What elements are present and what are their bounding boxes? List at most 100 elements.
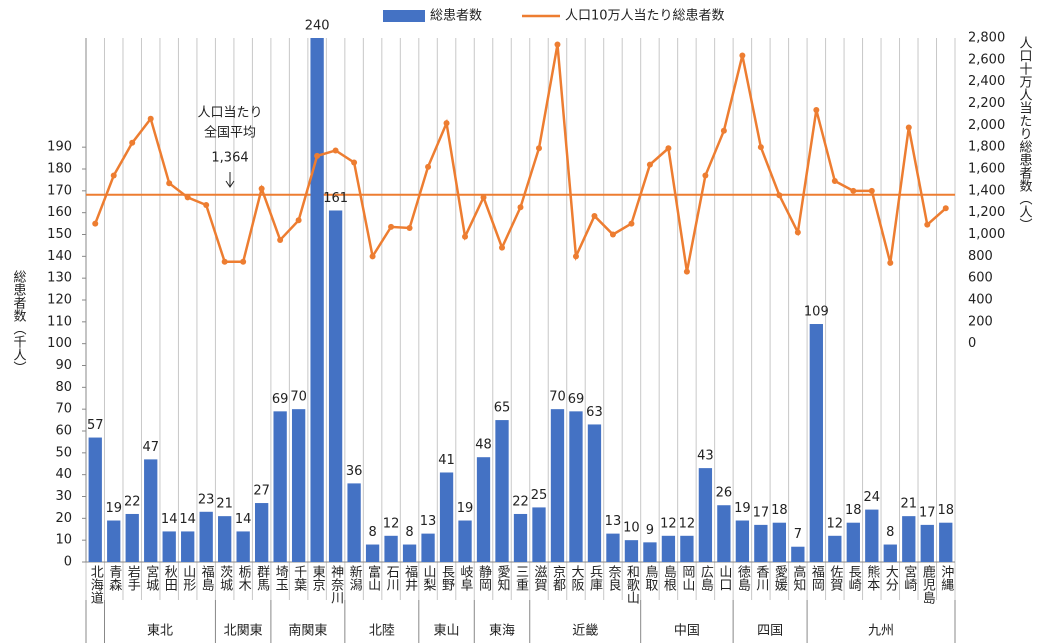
- bar: [162, 531, 176, 562]
- data-label: 65: [494, 401, 511, 416]
- group-label: 北陸: [369, 623, 395, 639]
- y-axis-label: 総患者数（千人）: [11, 270, 27, 374]
- x-tick-label: 岐阜: [458, 565, 474, 591]
- data-label: 19: [105, 501, 122, 516]
- y-tick-label: 140: [47, 249, 72, 264]
- line-marker: [443, 120, 450, 127]
- y2-tick-label: 0: [968, 336, 976, 351]
- x-tick-label: 岩手: [125, 565, 141, 591]
- data-label: 63: [586, 405, 603, 420]
- data-label: 19: [734, 501, 751, 516]
- line-marker: [776, 192, 783, 199]
- line-marker: [184, 194, 191, 201]
- bar: [569, 411, 583, 562]
- data-label: 18: [771, 503, 788, 518]
- data-label: 57: [87, 418, 104, 433]
- data-label: 13: [420, 514, 437, 529]
- line-marker: [517, 204, 524, 211]
- x-tick-label: 福井: [402, 565, 418, 592]
- x-tick-label: 京都: [550, 565, 566, 591]
- data-label: 21: [901, 497, 918, 512]
- y2-tick-label: 2,600: [968, 52, 1005, 67]
- x-tick-label: 神奈川: [328, 565, 344, 604]
- bar: [476, 457, 491, 562]
- line-marker: [240, 258, 247, 265]
- bar: [717, 505, 731, 562]
- data-label: 12: [827, 516, 844, 531]
- line-marker: [277, 236, 284, 243]
- bar: [144, 459, 158, 562]
- x-tick-label: 青森: [106, 565, 122, 591]
- y-tick-label: 70: [55, 402, 72, 417]
- x-tick-label: 長野: [439, 565, 455, 591]
- data-label: 18: [937, 503, 954, 518]
- data-label: 70: [290, 390, 307, 405]
- line-marker: [388, 223, 395, 230]
- bar: [624, 540, 639, 562]
- data-label: 41: [438, 453, 455, 468]
- annotation: 全国平均: [204, 125, 256, 141]
- bar: [107, 520, 121, 562]
- line-marker: [572, 253, 579, 260]
- data-label: 7: [794, 527, 802, 542]
- x-tick-label: 高知: [790, 564, 806, 591]
- x-tick-label: 福岡: [809, 565, 825, 591]
- x-tick-label: 茨城: [217, 565, 233, 592]
- bar: [347, 483, 361, 562]
- bar: [754, 524, 768, 562]
- bar: [218, 516, 232, 562]
- x-tick-label: 山形: [180, 565, 196, 592]
- y2-tick-label: 200: [968, 314, 993, 329]
- line-marker: [351, 159, 358, 166]
- data-label: 10: [623, 521, 640, 536]
- x-tick-label: 三重: [513, 565, 529, 591]
- y-tick-label: 0: [64, 555, 72, 570]
- data-label: 48: [475, 438, 492, 453]
- x-tick-label: 宮城: [143, 564, 159, 592]
- y2-tick-label: 400: [968, 293, 993, 308]
- bar: [698, 468, 713, 562]
- data-label: 17: [753, 505, 770, 520]
- bar: [199, 511, 213, 562]
- data-label: 8: [368, 525, 376, 540]
- group-label: 近畿: [572, 624, 598, 639]
- bar: [587, 424, 602, 562]
- bar: [532, 507, 546, 562]
- x-tick-label: 山口: [716, 565, 731, 591]
- bar: [661, 535, 676, 562]
- y2-tick-label: 2,200: [968, 96, 1005, 111]
- y-tick-label: 110: [47, 314, 72, 329]
- group-label: 東山: [434, 623, 460, 639]
- data-label: 14: [235, 512, 252, 527]
- line-marker: [646, 161, 653, 168]
- annotation-arrow: [225, 172, 235, 188]
- line-marker: [702, 172, 709, 179]
- line-marker: [92, 220, 99, 227]
- bar: [828, 535, 842, 562]
- y-tick-label: 160: [47, 205, 72, 220]
- group-label: 東北: [147, 623, 173, 639]
- data-label: 69: [568, 392, 585, 407]
- data-label: 8: [886, 525, 894, 540]
- line-marker: [905, 124, 912, 131]
- y2-tick-label: 1,400: [968, 183, 1005, 198]
- y2-tick-label: 2,000: [968, 118, 1005, 133]
- line-marker: [942, 205, 949, 212]
- line-marker: [406, 224, 413, 231]
- line-marker: [720, 127, 727, 134]
- x-tick-label: 香川: [753, 565, 769, 591]
- x-tick-label: 石川: [384, 565, 400, 591]
- y2-tick-label: 2,800: [968, 31, 1005, 46]
- bar: [439, 472, 454, 562]
- data-label: 69: [272, 392, 289, 407]
- group-label: 四国: [757, 624, 783, 639]
- line-marker: [739, 52, 746, 59]
- x-tick-label: 岡山: [679, 565, 694, 591]
- x-tick-label: 徳島: [735, 565, 751, 591]
- annotation-value: 1,364: [211, 151, 248, 166]
- x-tick-label: 宮崎: [901, 564, 917, 591]
- y-tick-label: 50: [55, 445, 72, 460]
- line-marker: [813, 107, 820, 114]
- line-marker: [591, 212, 598, 219]
- line-marker: [147, 115, 154, 122]
